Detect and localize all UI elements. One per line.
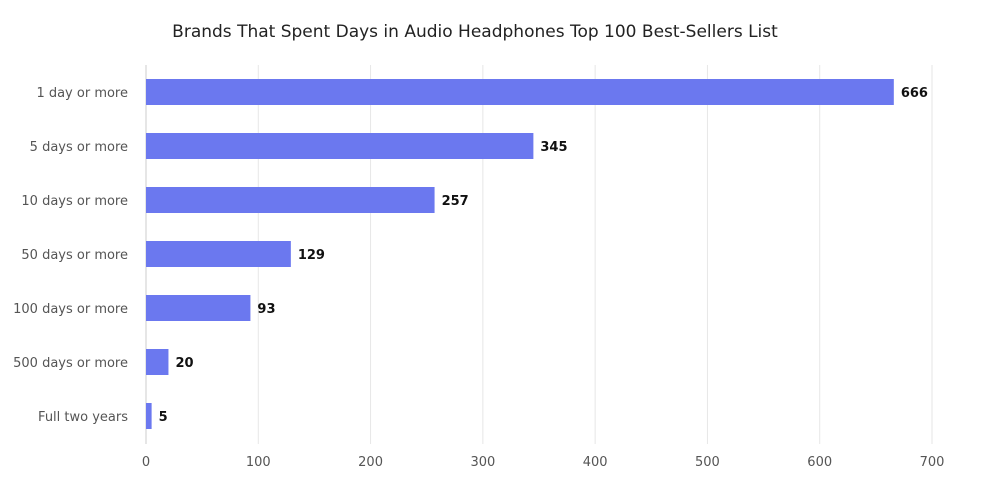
category-label: 50 days or more — [21, 248, 128, 263]
bar-value-label: 666 — [901, 86, 928, 101]
bar — [146, 133, 534, 159]
x-tick-label-600: 600 — [807, 455, 832, 470]
x-tick-label-0: 0 — [142, 455, 150, 470]
category-label: 10 days or more — [21, 194, 128, 209]
bar-value-label: 257 — [442, 194, 469, 209]
bar-value-label: 345 — [540, 140, 567, 155]
x-tick-label-400: 400 — [583, 455, 608, 470]
category-label: Full two years — [38, 410, 128, 425]
x-tick-label-700: 700 — [920, 455, 945, 470]
category-label: 5 days or more — [30, 140, 128, 155]
chart-title: Brands That Spent Days in Audio Headphon… — [172, 22, 778, 42]
bar — [146, 79, 894, 105]
bar — [146, 295, 251, 321]
category-label: 500 days or more — [13, 356, 128, 371]
x-tick-label-100: 100 — [246, 455, 271, 470]
category-label: 1 day or more — [36, 86, 128, 101]
bar-value-label: 129 — [298, 248, 325, 263]
bar — [146, 241, 291, 267]
x-tick-label-300: 300 — [470, 455, 495, 470]
bar-value-label: 93 — [257, 302, 275, 317]
bar-value-label: 5 — [159, 410, 168, 425]
x-tick-label-500: 500 — [695, 455, 720, 470]
bar — [146, 403, 152, 429]
category-label: 100 days or more — [13, 302, 128, 317]
bar — [146, 187, 435, 213]
x-tick-label-200: 200 — [358, 455, 383, 470]
bar-value-label: 20 — [175, 356, 193, 371]
bar — [146, 349, 169, 375]
